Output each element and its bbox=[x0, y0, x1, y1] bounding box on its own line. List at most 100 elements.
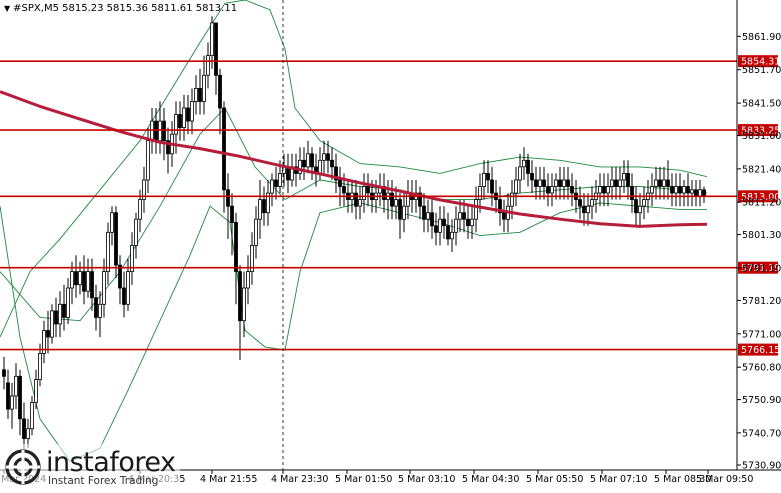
candle-body bbox=[118, 264, 122, 289]
y-tick-label: 5750.90 bbox=[742, 395, 781, 406]
level-label-bg bbox=[738, 124, 778, 137]
y-tick-label: 5861.90 bbox=[742, 32, 781, 43]
candle-body bbox=[242, 287, 246, 322]
candle-body bbox=[298, 159, 302, 174]
candle-body bbox=[278, 172, 282, 187]
x-tick-label: 5 Mar 01:50 bbox=[335, 474, 392, 485]
candle-body bbox=[54, 310, 58, 325]
candle-body bbox=[98, 303, 102, 318]
candle-body bbox=[302, 159, 306, 168]
candle-body bbox=[446, 225, 450, 240]
candle-body bbox=[638, 205, 642, 214]
candle-body bbox=[678, 186, 682, 194]
horizontal-levels[interactable]: 5854.31 5833.25 5813.00 5791.19 5766.15 bbox=[0, 55, 780, 356]
candle-body bbox=[430, 212, 434, 227]
x-tick-label: 5 Mar 03:10 bbox=[398, 474, 455, 485]
candle-body bbox=[142, 179, 146, 201]
candle-body bbox=[526, 159, 530, 174]
candle-body bbox=[70, 271, 74, 289]
level-label-bg bbox=[738, 190, 778, 203]
candle-body bbox=[270, 179, 274, 194]
candle-body bbox=[114, 212, 118, 266]
candle-body bbox=[266, 192, 270, 214]
candle-body bbox=[682, 186, 686, 194]
candle-body bbox=[250, 244, 254, 272]
dropdown-arrow-icon[interactable]: ▼ bbox=[4, 4, 11, 13]
y-tick-label: 5740.70 bbox=[742, 428, 781, 439]
logo-name: instaforex bbox=[46, 447, 176, 478]
y-tick-label: 5760.80 bbox=[742, 363, 781, 374]
candle-body bbox=[518, 166, 522, 181]
level-label: 5854.31 bbox=[741, 57, 780, 68]
y-tick-label: 5781.20 bbox=[742, 296, 781, 307]
candle-body bbox=[34, 379, 38, 403]
candle-body bbox=[578, 199, 582, 207]
level-label-bg bbox=[738, 55, 778, 68]
candle-body bbox=[602, 186, 606, 194]
candle-body bbox=[90, 271, 94, 299]
candle-body bbox=[190, 101, 194, 122]
candle-body bbox=[586, 205, 590, 214]
candle-body bbox=[26, 428, 30, 439]
candle-body bbox=[366, 186, 370, 194]
y-tick-label: 5771.00 bbox=[742, 329, 781, 340]
candle-body bbox=[394, 199, 398, 207]
candle-body bbox=[358, 199, 362, 207]
level-label-bg bbox=[738, 261, 778, 274]
candle-body bbox=[226, 189, 230, 207]
candle-body bbox=[238, 271, 242, 322]
candle-body bbox=[218, 74, 222, 109]
candle-body bbox=[562, 179, 566, 187]
moving-average-line bbox=[0, 90, 708, 228]
candle-body bbox=[146, 140, 150, 181]
candle-body bbox=[418, 192, 422, 207]
candle-body bbox=[194, 88, 198, 102]
candle-body bbox=[470, 218, 474, 227]
candle-body bbox=[122, 287, 126, 305]
candle-body bbox=[478, 186, 482, 201]
candle-body bbox=[634, 199, 638, 214]
y-tick-label: 5851.70 bbox=[742, 65, 781, 76]
candle-body bbox=[62, 303, 66, 318]
candle-body bbox=[342, 186, 346, 194]
candle-body bbox=[234, 222, 238, 272]
candle-body bbox=[542, 179, 546, 187]
symbol-header: ▼ #SPX,M5 5815.23 5815.36 5811.61 5813.11 bbox=[4, 3, 237, 14]
candle-body bbox=[582, 205, 586, 214]
candle-body bbox=[10, 395, 14, 410]
candle-body bbox=[466, 218, 470, 227]
candle-body bbox=[258, 199, 262, 220]
candle-body bbox=[274, 179, 278, 187]
candle-body bbox=[522, 159, 526, 168]
candle-body bbox=[630, 186, 634, 201]
candle-body bbox=[18, 375, 22, 420]
candle-body bbox=[534, 179, 538, 187]
candle-body bbox=[326, 153, 330, 161]
level-label: 5813.00 bbox=[741, 192, 780, 203]
candle-body bbox=[206, 55, 210, 76]
candle-body bbox=[474, 199, 478, 220]
candle-body bbox=[78, 271, 82, 286]
candle-body bbox=[438, 218, 442, 233]
candle-body bbox=[498, 199, 502, 214]
y-tick-label: 5811.20 bbox=[742, 198, 781, 209]
candle-body bbox=[306, 153, 310, 168]
candle-body bbox=[186, 107, 190, 122]
candle-body bbox=[530, 172, 534, 181]
candle-body bbox=[210, 22, 214, 57]
y-tick-label: 5801.30 bbox=[742, 230, 781, 241]
candle-body bbox=[502, 212, 506, 220]
candle-body bbox=[338, 179, 342, 187]
watermark-logo: instaforex Instant Forex Trading bbox=[0, 444, 180, 489]
candle-body bbox=[318, 159, 322, 174]
candle-body bbox=[590, 199, 594, 207]
candle-body bbox=[618, 179, 622, 187]
candle-body bbox=[222, 107, 226, 191]
y-tick-label: 5831.60 bbox=[742, 131, 781, 142]
candle-body bbox=[138, 199, 142, 220]
level-label: 5766.15 bbox=[741, 345, 780, 356]
candle-body bbox=[402, 205, 406, 220]
